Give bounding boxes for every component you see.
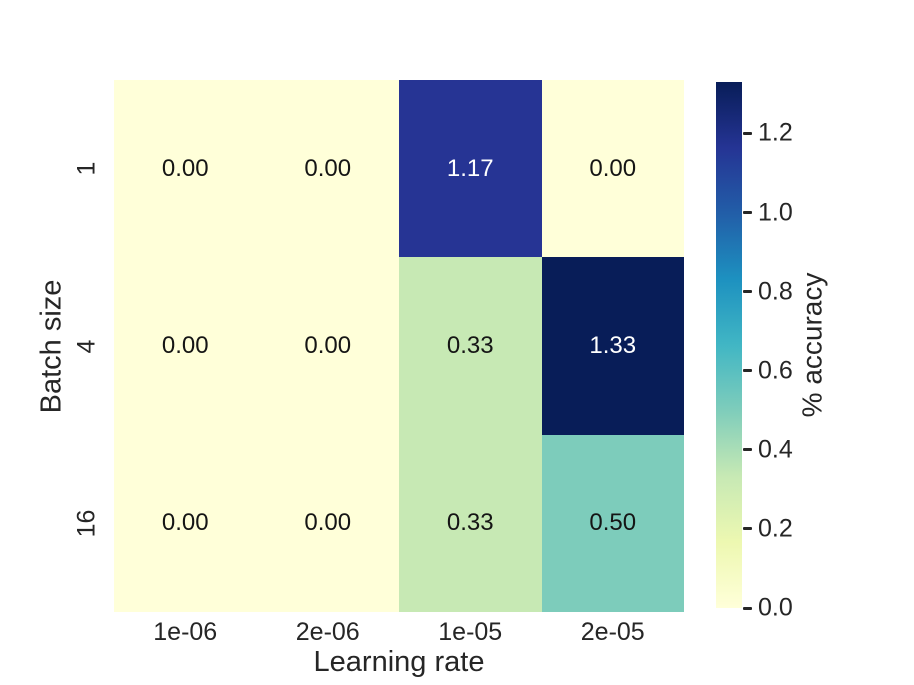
cell-value: 0.00 (589, 154, 637, 182)
cell-value: 0.00 (304, 331, 352, 359)
colorbar-tick-label-1.2: 1.2 (758, 118, 793, 147)
colorbar-gradient (716, 82, 742, 608)
colorbar-tick-label-1.0: 1.0 (758, 198, 793, 226)
x-tick-label-2e-05: 2e-05 (580, 618, 645, 646)
heatmap-cell-r0c1: 0.00 (256, 80, 399, 258)
colorbar-tick-label-0.4: 0.4 (758, 435, 793, 464)
cell-value: 0.00 (161, 509, 209, 537)
colorbar-tickmark-1.2 (743, 131, 752, 135)
x-tick-label-1e-06: 1e-06 (153, 618, 218, 646)
colorbar-tick-label-0.8: 0.8 (758, 277, 793, 306)
cell-value: 0.50 (589, 509, 637, 537)
cell-value: 1.33 (589, 331, 637, 359)
heatmap-cell-r2c3: 0.50 (541, 434, 684, 612)
cell-value: 0.33 (446, 509, 494, 537)
heatmap-cell-r0c0: 0.00 (114, 80, 257, 258)
x-axis-label: Learning rate (313, 646, 485, 678)
heatmap-cell-r2c1: 0.00 (256, 434, 399, 612)
heatmap-grid: 0.00 0.00 1.17 0.00 0.00 0.00 0.33 1.33 0.00 0.00… (114, 80, 684, 612)
cell-value: 0.33 (446, 331, 494, 359)
heatmap-cell-r1c3: 1.33 (541, 257, 684, 435)
heatmap-cell-r2c0: 0.00 (114, 434, 257, 612)
heatmap-cell-r0c2: 1.17 (399, 80, 542, 258)
colorbar-tickmark-0.8 (743, 290, 752, 294)
heatmap-cell-r0c3: 0.00 (541, 80, 684, 258)
colorbar-tickmark-0.2 (743, 527, 752, 531)
heatmap-cell-r1c0: 0.00 (114, 257, 257, 435)
cell-value: 1.17 (446, 154, 494, 182)
x-tick-label-1e-05: 1e-05 (438, 618, 503, 646)
cell-value: 0.00 (161, 154, 209, 182)
heatmap-cell-r1c2: 0.33 (399, 257, 542, 435)
cell-value: 0.00 (304, 509, 352, 537)
colorbar-tick-label-0.6: 0.6 (758, 356, 793, 385)
cell-value: 0.00 (304, 154, 352, 182)
colorbar-tickmark-1.0 (743, 211, 752, 214)
y-tick-label-16: 16 (72, 509, 101, 538)
heatmap-cell-r2c2: 0.33 (399, 434, 542, 612)
x-tick-label-2e-06: 2e-06 (295, 618, 360, 646)
y-tick-label-4: 4 (72, 339, 101, 353)
colorbar-tick-label-0.0: 0.0 (758, 593, 793, 622)
colorbar-tickmark-0.6 (743, 369, 752, 373)
colorbar-tick-label-0.2: 0.2 (758, 514, 793, 543)
cell-value: 0.00 (161, 331, 209, 359)
y-tick-label-1: 1 (72, 161, 101, 176)
colorbar-tickmark-0.0 (743, 606, 752, 610)
heatmap-cell-r1c1: 0.00 (256, 257, 399, 435)
colorbar-tickmark-0.4 (743, 448, 752, 452)
